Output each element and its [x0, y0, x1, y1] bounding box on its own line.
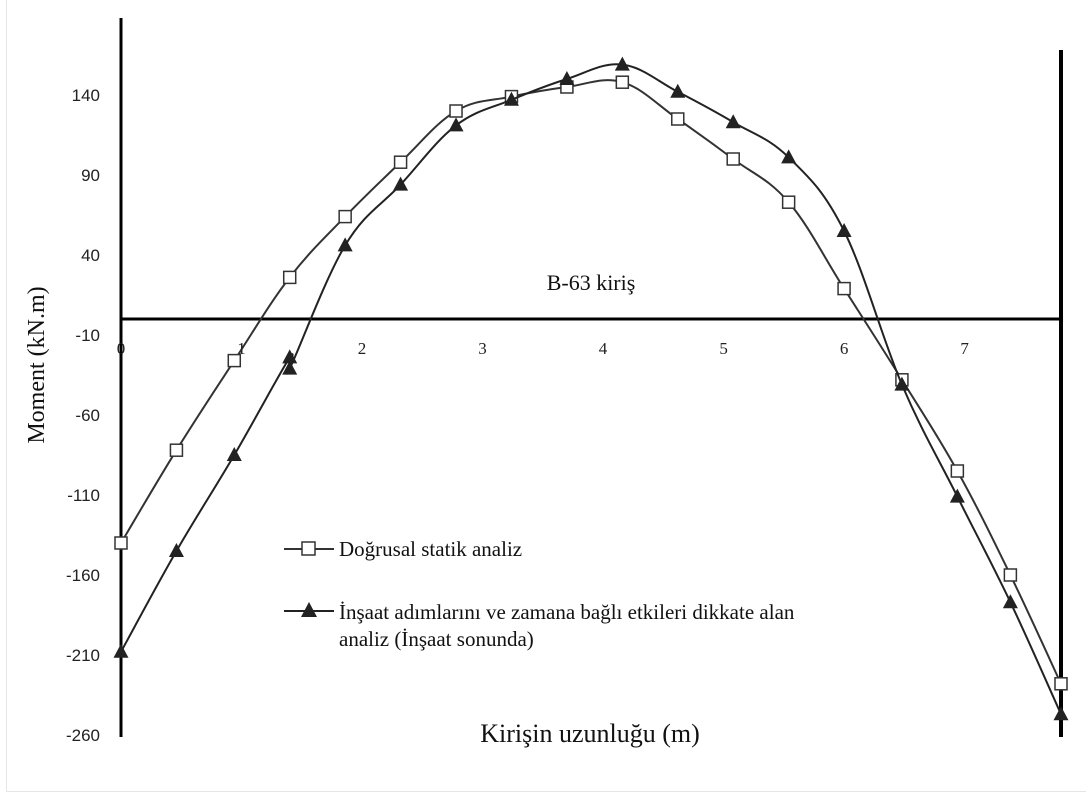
- y-tick-label: -60: [75, 406, 100, 425]
- data-point-triangle: [226, 447, 242, 461]
- data-point-triangle: [614, 56, 630, 71]
- data-point-triangle: [1002, 594, 1018, 609]
- series-linear-static: [114, 75, 1068, 691]
- data-point-triangle: [949, 488, 965, 503]
- series-layer: [113, 56, 1069, 721]
- x-tick-label: 6: [840, 339, 849, 358]
- x-axis-label: Kirişin uzunluğu (m): [480, 719, 700, 748]
- tick-labels: 140 90 40 -10 -60 -110 -160 -210 -260 0 1 2 3 4 5 6 7: [66, 86, 969, 745]
- y-tick-label: -110: [67, 486, 100, 505]
- data-point-square: [393, 155, 408, 169]
- series-line: [120, 79, 1062, 685]
- legend-label-linear-static: Doğrusal statik analiz: [339, 537, 522, 561]
- data-point-square: [227, 353, 242, 368]
- y-tick-label: 40: [81, 246, 100, 265]
- y-tick-label: 90: [81, 166, 100, 185]
- data-point-square: [114, 536, 128, 550]
- y-tick-label: 140: [72, 86, 100, 105]
- data-point-square: [449, 104, 463, 118]
- axes: [119, 18, 1063, 737]
- y-tick-label: -210: [66, 646, 100, 665]
- data-point-square: [1054, 677, 1068, 691]
- data-point-square: [615, 75, 630, 89]
- x-tick-label: 1: [237, 339, 246, 358]
- data-point-triangle: [1053, 706, 1069, 721]
- data-point-triangle: [894, 376, 910, 391]
- data-point-square: [1003, 568, 1018, 582]
- legend-entry-linear-static: Doğrusal statik analiz: [284, 537, 522, 561]
- data-point-square: [338, 209, 352, 224]
- x-tick-label: 3: [478, 339, 487, 358]
- data-point-square: [837, 281, 851, 296]
- data-point-triangle: [725, 114, 741, 129]
- data-point-square: [282, 270, 297, 285]
- chart-frame: [6, 0, 1086, 792]
- x-tick-label: 2: [358, 339, 367, 358]
- data-point-square: [169, 443, 184, 457]
- data-point-triangle: [503, 91, 519, 106]
- x-tick-label: 0: [117, 339, 126, 358]
- y-axis-label: Moment (kN.m): [24, 286, 50, 443]
- data-point-square: [781, 195, 796, 209]
- x-tick-label: 4: [599, 339, 608, 358]
- chart-title: B-63 kiriş: [547, 270, 636, 295]
- data-point-triangle: [781, 149, 797, 164]
- data-point-triangle: [393, 176, 409, 191]
- data-point-square: [726, 152, 740, 166]
- legend: Doğrusal statik analiz İnşaat adımlarını…: [284, 537, 800, 651]
- y-tick-label: -260: [66, 726, 100, 745]
- legend-entry-construction-stage: İnşaat adımlarını ve zamana bağlı etkile…: [284, 600, 800, 651]
- data-point-square: [671, 112, 685, 126]
- legend-label-construction-stage: İnşaat adımlarını ve zamana bağlı etkile…: [339, 600, 800, 651]
- data-point-triangle: [337, 237, 353, 252]
- data-point-triangle: [282, 360, 298, 375]
- data-point-triangle: [168, 543, 184, 557]
- data-point-triangle: [670, 83, 686, 98]
- data-point-triangle: [559, 71, 575, 85]
- data-point-triangle: [836, 223, 852, 237]
- x-tick-label: 7: [960, 339, 969, 358]
- y-tick-label: -160: [66, 566, 100, 585]
- data-point-triangle: [113, 643, 129, 658]
- x-tick-label: 5: [719, 339, 728, 358]
- y-tick-label: -10: [75, 326, 100, 345]
- data-point-square: [950, 464, 965, 478]
- series-construction-stage: [113, 56, 1069, 721]
- data-point-triangle: [448, 117, 464, 132]
- data-point-triangle: [282, 349, 298, 364]
